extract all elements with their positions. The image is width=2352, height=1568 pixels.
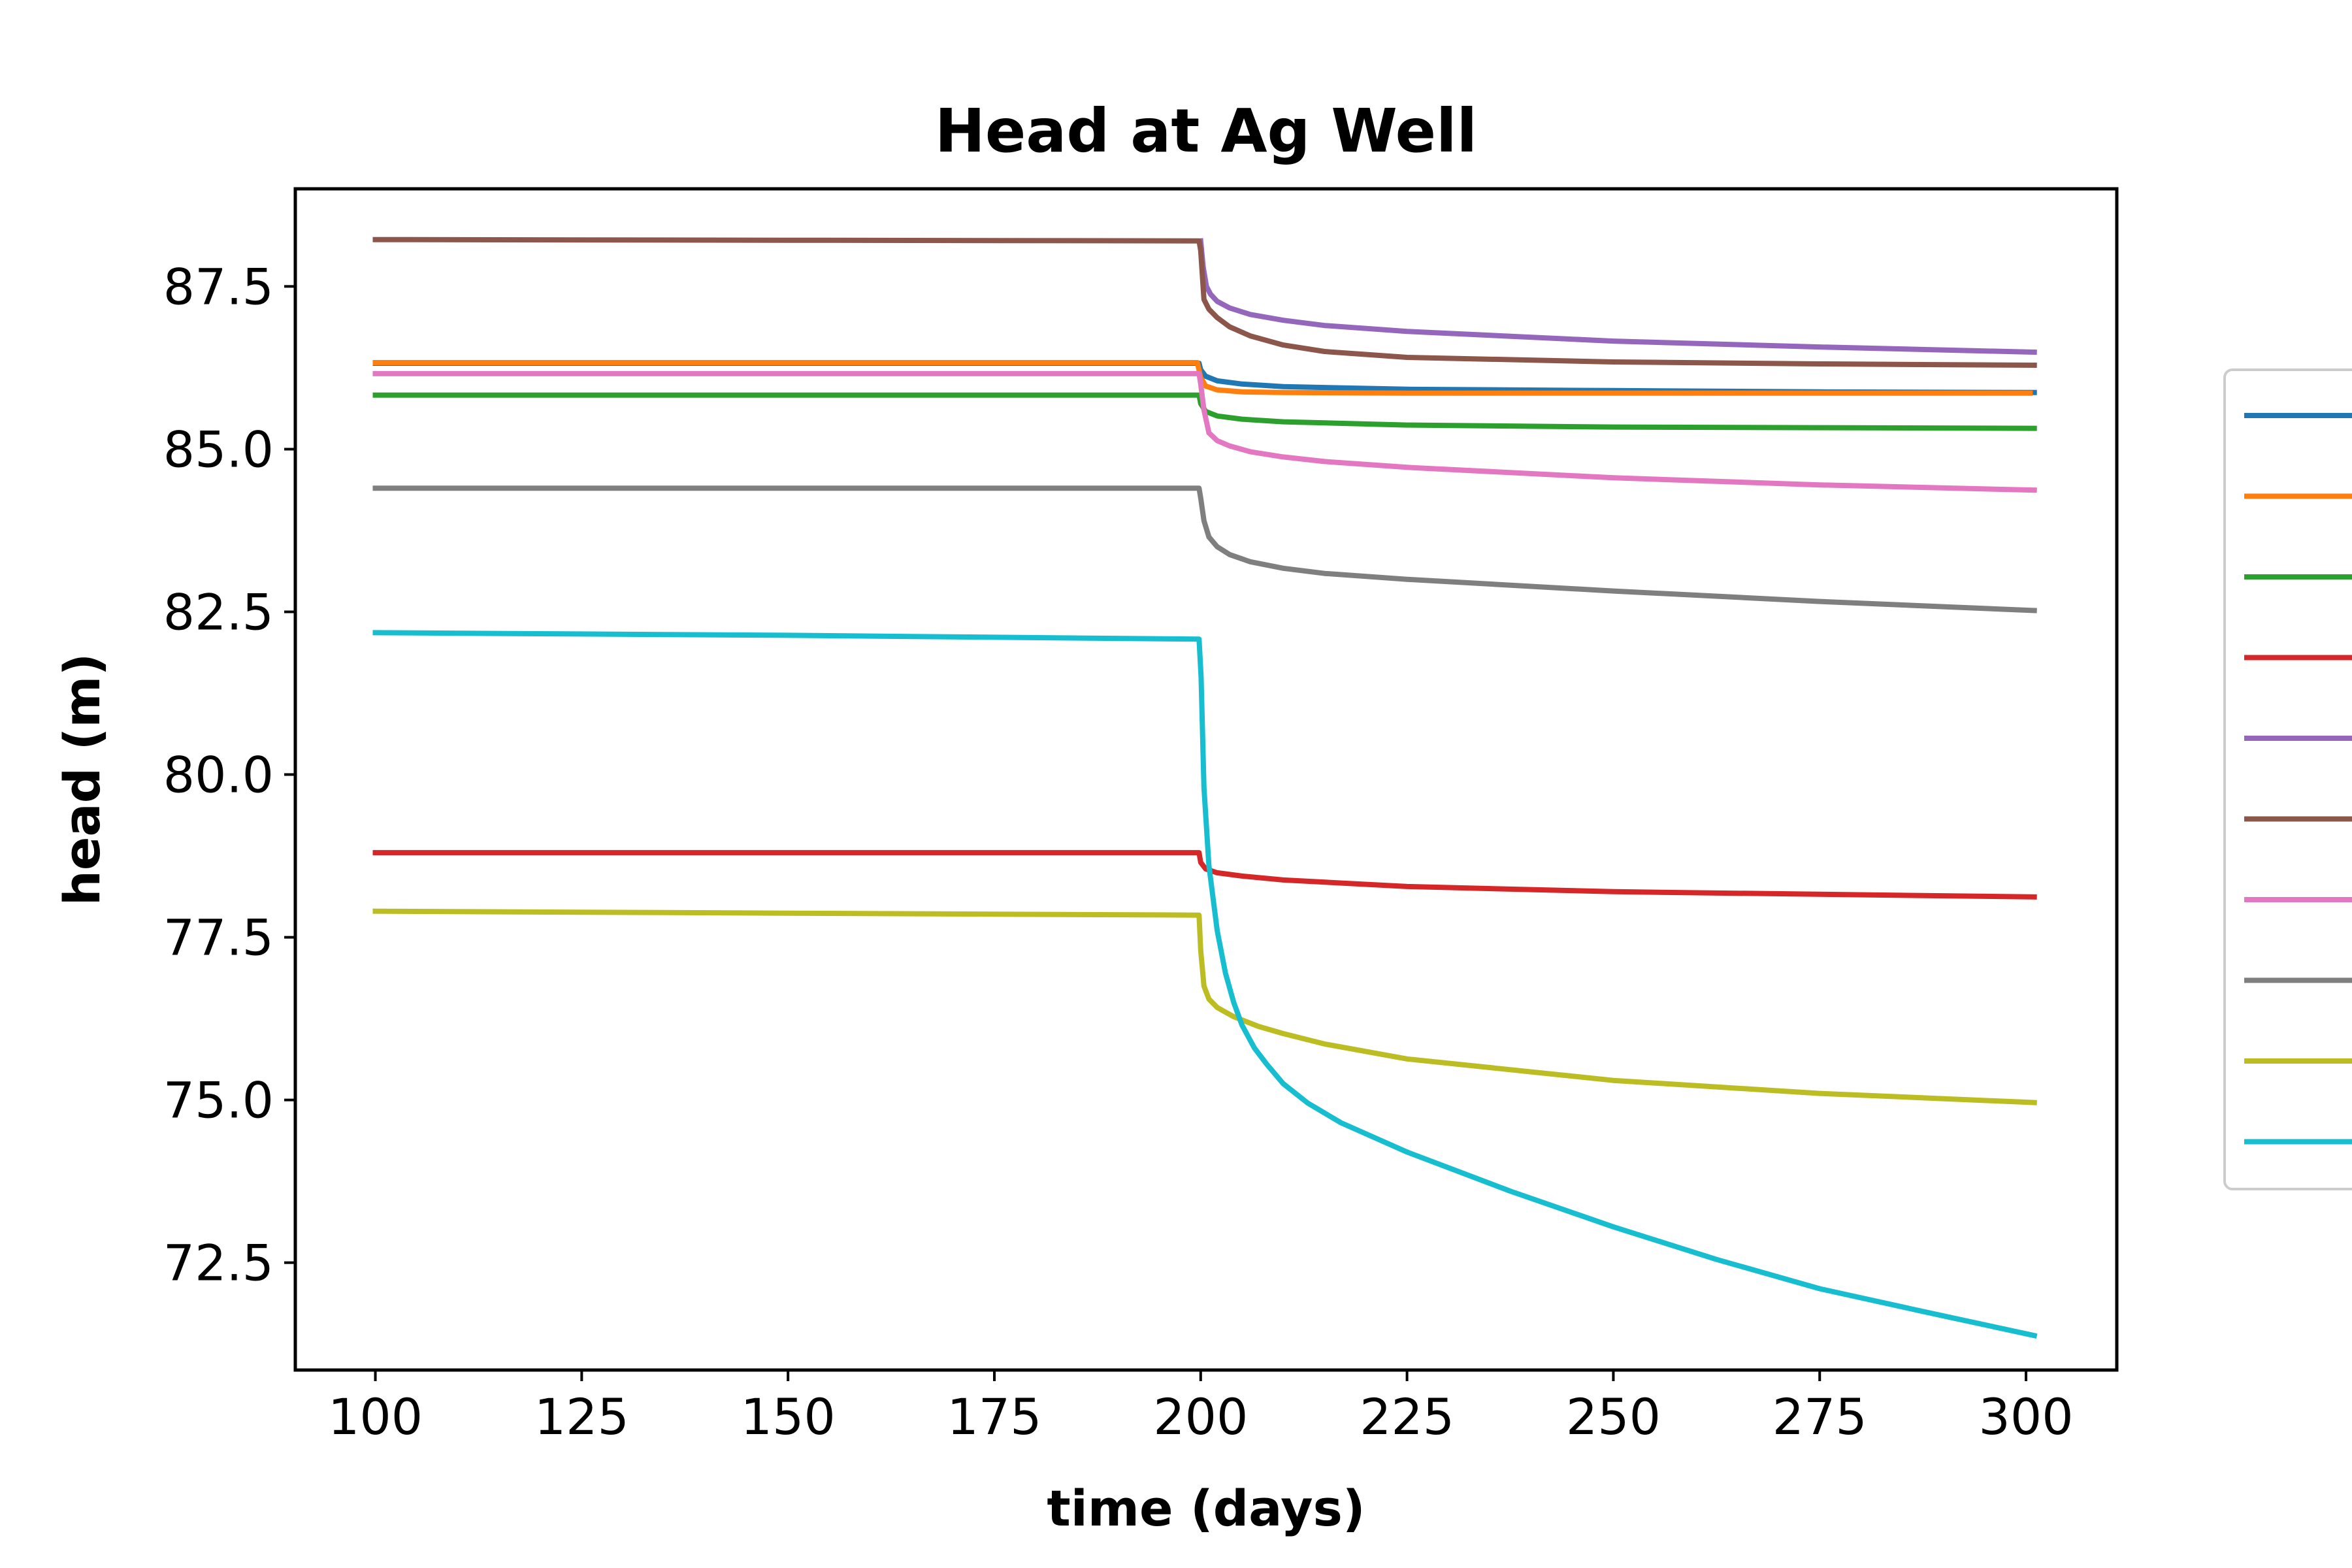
series-line-10	[372, 630, 2038, 1339]
y-tick-label: 82.5	[163, 583, 274, 641]
series-line-7	[372, 370, 2037, 493]
chart-title: Head at Ag Well	[935, 96, 1477, 166]
x-tick-label: 200	[1153, 1388, 1248, 1446]
series-line-8	[372, 485, 2037, 613]
y-tick-label: 87.5	[163, 257, 274, 316]
series-line-9	[372, 908, 2037, 1105]
y-tick-label: 80.0	[163, 746, 274, 804]
series-line-3	[372, 392, 2037, 431]
plot-area-frame	[293, 187, 2119, 1372]
y-tick-label: 85.0	[163, 420, 274, 478]
series-line-2	[372, 360, 2033, 396]
series-line-6	[372, 237, 2037, 368]
x-tick-label: 100	[328, 1388, 423, 1446]
legend-box	[2223, 368, 2352, 1190]
series-line-5	[1198, 238, 2037, 355]
y-tick-label: 72.5	[163, 1234, 274, 1292]
x-tick-label: 275	[1772, 1388, 1867, 1446]
x-tick-label: 225	[1360, 1388, 1454, 1446]
x-tick-label: 150	[741, 1388, 836, 1446]
y-tick-label: 75.0	[163, 1071, 274, 1130]
y-tick-label: 77.5	[163, 909, 274, 967]
legend	[2223, 368, 2352, 1190]
x-tick-label: 125	[534, 1388, 629, 1446]
x-axis-label: time (days)	[1047, 1479, 1365, 1537]
axis-ticks: 100 125 150 175 200 225 250 275 300 72.5 75.0 77.5 8…	[163, 257, 2074, 1446]
y-axis-label: head (m)	[53, 653, 111, 906]
x-tick-label: 300	[1979, 1388, 2074, 1446]
x-tick-label: 250	[1566, 1388, 1661, 1446]
x-tick-label: 175	[947, 1388, 1041, 1446]
series-layer	[372, 237, 2038, 1339]
series-line-4	[372, 850, 2037, 900]
